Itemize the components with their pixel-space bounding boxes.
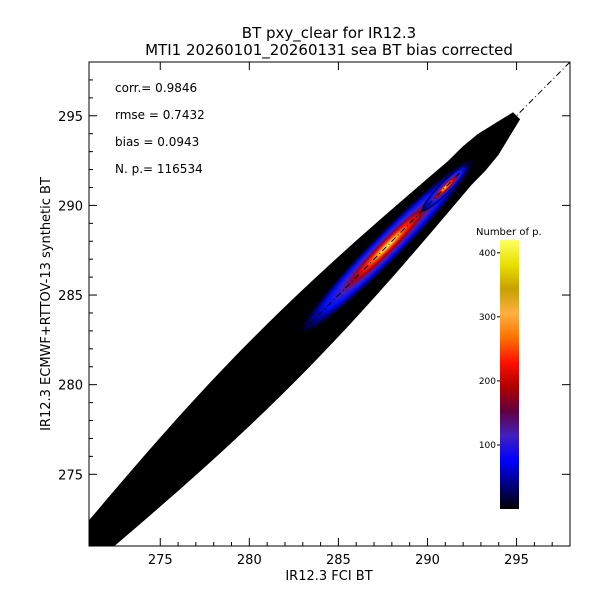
colorbar-title: Number of p.: [476, 227, 542, 238]
colorbar-ticks: 100 200 300 400: [479, 249, 500, 451]
x-tick-label: 295: [504, 553, 529, 568]
colorbar-tick-label: 400: [479, 249, 496, 259]
stat-line: N. p.= 116534: [115, 162, 203, 176]
colorbar-tick-label: 100: [479, 441, 496, 451]
stat-line: bias = 0.0943: [115, 135, 199, 149]
colorbar-tick-label: 300: [479, 313, 496, 323]
chart-subtitle: MTI1 20260101_20260131 sea BT bias corre…: [145, 41, 513, 60]
reference-line: [89, 62, 570, 546]
y-axis-label: IR12.3 ECMWF+RTTOV-13 synthetic BT: [39, 177, 54, 431]
x-tick-label: 290: [415, 553, 440, 568]
colorbar-tick-label: 200: [479, 377, 496, 387]
x-tick-label: 280: [237, 553, 262, 568]
y-tick-label: 280: [58, 379, 83, 394]
x-tick-label: 275: [148, 553, 173, 568]
chart-title: BT pxy_clear for IR12.3: [242, 24, 416, 43]
x-axis: 275 280 285 290 295: [148, 62, 553, 568]
y-tick-label: 295: [58, 110, 83, 125]
colorbar: [500, 240, 519, 509]
density-cloud: [89, 112, 521, 546]
x-axis-label: IR12.3 FCI BT: [285, 569, 372, 584]
y-axis: 275 280 285 290 295: [58, 79, 570, 483]
x-tick-label: 285: [326, 553, 351, 568]
stat-line: corr.= 0.9846: [115, 81, 197, 95]
y-tick-label: 285: [58, 289, 83, 304]
statistics-block: corr.= 0.9846 rmse = 0.7432 bias = 0.0943 N…: [115, 81, 205, 176]
y-tick-label: 275: [58, 468, 83, 483]
stat-line: rmse = 0.7432: [115, 108, 205, 122]
y-tick-label: 290: [58, 199, 83, 214]
plot-frame: [88, 61, 571, 547]
